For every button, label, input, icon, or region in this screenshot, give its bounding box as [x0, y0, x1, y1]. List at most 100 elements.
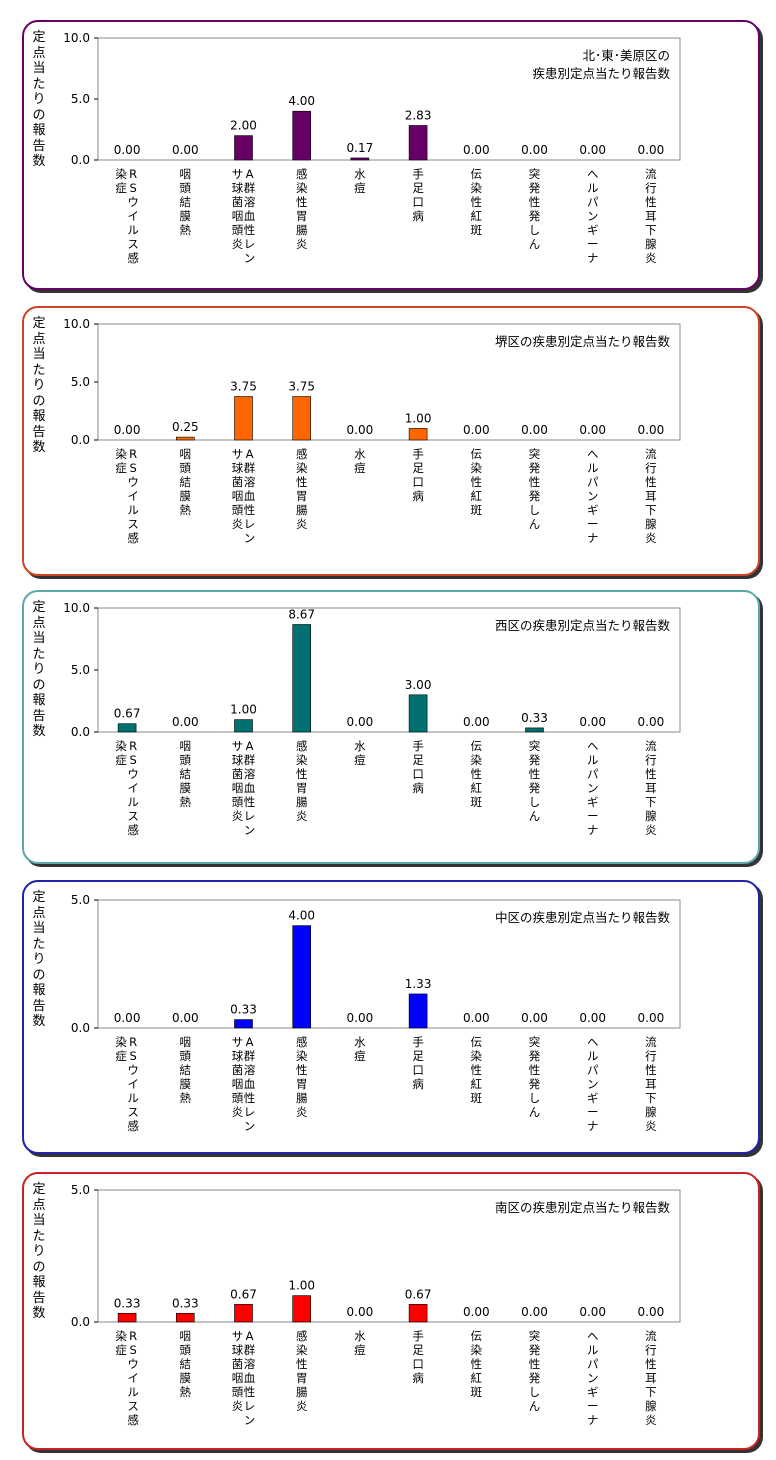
data-label: 0.00 — [638, 1305, 665, 1319]
svg-text:痘: 痘 — [354, 461, 366, 475]
svg-text:頭: 頭 — [232, 503, 244, 517]
plot-area — [97, 899, 681, 1029]
svg-text:ー: ー — [587, 1105, 599, 1119]
svg-text:行: 行 — [645, 1343, 657, 1357]
svg-text:下: 下 — [645, 1091, 657, 1105]
svg-text:下: 下 — [645, 223, 657, 237]
svg-text:下: 下 — [645, 503, 657, 517]
bar — [176, 436, 195, 441]
svg-text:紅: 紅 — [471, 489, 483, 503]
svg-text:頭: 頭 — [232, 1385, 244, 1399]
svg-text:症: 症 — [115, 753, 127, 767]
svg-text:性: 性 — [244, 223, 256, 237]
svg-text:ー: ー — [587, 517, 599, 531]
svg-text:感: 感 — [296, 1329, 308, 1343]
chart-svg: 0.05.0南区の疾患別定点当たり報告数0.33RSウイルス感染症0.33咽頭結… — [71, 1183, 681, 1427]
svg-text:突: 突 — [529, 167, 541, 181]
svg-text:ナ: ナ — [587, 531, 599, 545]
svg-text:咽: 咽 — [180, 447, 192, 461]
svg-text:頭: 頭 — [180, 753, 192, 767]
data-label: 0.33 — [114, 1296, 141, 1310]
svg-text:ル: ル — [127, 1091, 139, 1105]
svg-text:イ: イ — [127, 489, 139, 503]
svg-text:口: 口 — [412, 1357, 424, 1371]
data-label: 0.33 — [230, 1003, 257, 1017]
svg-text:炎: 炎 — [232, 1399, 244, 1413]
svg-text:発: 発 — [529, 1343, 541, 1357]
svg-text:性: 性 — [529, 767, 541, 781]
data-label: 8.67 — [288, 607, 315, 621]
svg-text:結: 結 — [180, 767, 192, 781]
svg-text:ん: ん — [529, 517, 541, 531]
svg-text:染: 染 — [471, 461, 483, 475]
chart-title: 北･東･美原区の — [582, 48, 670, 63]
svg-text:染: 染 — [296, 753, 308, 767]
bar — [408, 993, 428, 1029]
svg-text:熱: 熱 — [180, 223, 192, 237]
y-tick-label: 0.0 — [71, 1315, 90, 1329]
svg-text:サ: サ — [232, 1035, 244, 1049]
svg-text:染: 染 — [115, 1329, 127, 1343]
bar — [292, 110, 312, 161]
data-label: 3.00 — [405, 678, 432, 692]
svg-text:膜: 膜 — [180, 1371, 192, 1385]
svg-text:染: 染 — [115, 167, 127, 181]
data-label: 0.00 — [172, 143, 199, 157]
svg-text:腸: 腸 — [296, 1091, 308, 1105]
x-tick-label: 水痘 — [354, 167, 366, 195]
svg-text:性: 性 — [244, 1385, 256, 1399]
svg-text:咽: 咽 — [232, 781, 244, 795]
svg-text:ん: ん — [529, 809, 541, 823]
svg-text:レ: レ — [244, 809, 256, 823]
y-tick-label: 0.0 — [71, 1021, 90, 1035]
svg-text:頭: 頭 — [232, 1091, 244, 1105]
svg-text:炎: 炎 — [645, 1119, 657, 1133]
svg-text:R: R — [129, 167, 137, 181]
chart-svg: 0.05.010.0堺区の疾患別定点当たり報告数0.00RSウイルス感染症0.2… — [63, 317, 681, 545]
svg-text:ヘ: ヘ — [587, 1035, 599, 1049]
svg-text:群: 群 — [244, 461, 256, 475]
y-tick-label: 0.0 — [71, 153, 90, 167]
svg-text:A: A — [246, 1329, 254, 1343]
svg-text:炎: 炎 — [645, 823, 657, 837]
svg-text:耳: 耳 — [645, 781, 657, 795]
svg-text:染: 染 — [115, 1035, 127, 1049]
svg-text:染: 染 — [471, 181, 483, 195]
svg-text:ル: ル — [127, 223, 139, 237]
svg-text:膜: 膜 — [180, 1077, 192, 1091]
bar — [176, 1312, 195, 1323]
svg-text:感: 感 — [127, 251, 139, 265]
data-label: 0.00 — [579, 1305, 606, 1319]
svg-text:A: A — [246, 167, 254, 181]
chart-title: 堺区の疾患別定点当たり報告数 — [495, 334, 671, 349]
chart-title: 南区の疾患別定点当たり報告数 — [495, 1200, 671, 1215]
svg-text:S: S — [129, 1343, 136, 1357]
svg-text:性: 性 — [296, 1063, 308, 1077]
svg-text:性: 性 — [471, 475, 483, 489]
svg-text:ギ: ギ — [587, 1091, 599, 1105]
svg-text:結: 結 — [180, 195, 192, 209]
svg-text:足: 足 — [412, 181, 424, 195]
svg-text:染: 染 — [296, 1343, 308, 1357]
svg-text:性: 性 — [645, 475, 657, 489]
svg-text:S: S — [129, 753, 136, 767]
bar — [234, 1304, 253, 1323]
bar — [408, 428, 428, 441]
svg-text:血: 血 — [244, 1371, 256, 1385]
svg-text:菌: 菌 — [232, 1357, 244, 1371]
svg-text:性: 性 — [645, 1357, 657, 1371]
svg-text:溶: 溶 — [244, 767, 256, 781]
plot-area — [97, 607, 681, 733]
plot-area — [97, 1189, 681, 1323]
data-label: 2.83 — [405, 108, 432, 122]
x-tick-label: 水痘 — [354, 739, 366, 767]
